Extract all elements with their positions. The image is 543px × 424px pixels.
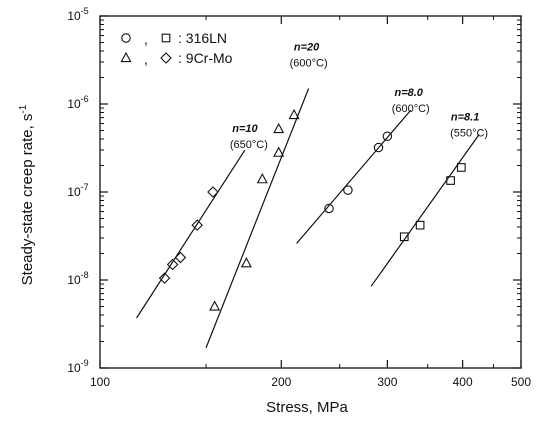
fit-temp-label: (650°C) <box>230 139 268 151</box>
y-tick-label-base: 10 <box>67 361 81 375</box>
x-tick-label: 500 <box>511 375 531 389</box>
y-tick-label: 10-5 <box>67 6 88 23</box>
y-axis-title-main: Steady-state creep rate, s <box>19 114 36 286</box>
data-point-triangle <box>273 122 285 134</box>
data-point-diamond <box>158 272 171 284</box>
fit-line <box>370 134 480 287</box>
data-point-circle <box>382 131 393 142</box>
data-point-square <box>456 163 466 172</box>
fit-line <box>205 88 310 348</box>
fit-temp-label: (550°C) <box>450 128 488 140</box>
data-point-triangle <box>240 257 252 268</box>
y-tick-label: 10-8 <box>67 270 88 287</box>
annotations-group: n=10 (650°C) n=20 (600°C) n=8.0 (600°C) n=8.1 (… <box>230 42 488 152</box>
fit-line <box>296 109 412 244</box>
y-tick-label-base: 10 <box>67 9 81 23</box>
y-tick-label-exp: -9 <box>81 358 89 368</box>
data-point-triangle <box>288 108 300 120</box>
y-tick-label-exp: -7 <box>81 182 89 192</box>
data-point-triangle <box>209 300 221 311</box>
data-point-triangle <box>256 172 268 184</box>
y-axis-title-sup: -1 <box>18 104 29 113</box>
legend-marker-triangle <box>120 51 132 63</box>
legend-comma: , <box>144 51 148 67</box>
y-tick-label-base: 10 <box>67 185 81 199</box>
data-point-diamond <box>174 251 187 264</box>
y-tick-label-exp: -5 <box>81 6 89 16</box>
fit-temp-label: (600°C) <box>392 103 430 115</box>
x-axis-title: Stress, MPa <box>266 399 348 416</box>
data-points-group <box>158 108 466 311</box>
y-tick-label-exp: -6 <box>81 94 89 104</box>
y-tick-label-base: 10 <box>67 273 81 287</box>
y-tick-label: 10-9 <box>67 358 88 375</box>
data-point-diamond <box>207 186 219 198</box>
y-tick-label: 10-6 <box>67 94 88 111</box>
data-point-diamond <box>166 258 179 271</box>
legend-comma: , <box>144 31 148 47</box>
y-tick-label: 10-7 <box>67 182 88 199</box>
data-point-square <box>415 220 425 230</box>
data-point-square <box>399 232 409 242</box>
x-tick-label: 100 <box>90 375 110 389</box>
x-tick-label: 400 <box>453 375 473 389</box>
fit-n-label: n=8.0 <box>394 87 423 99</box>
x-tick-label: 300 <box>377 375 397 389</box>
data-point-square <box>446 176 455 185</box>
fit-temp-label: (600°C) <box>290 58 328 70</box>
legend-label: : 316LN <box>178 30 227 46</box>
legend-label: : 9Cr-Mo <box>178 50 233 66</box>
y-tick-label-base: 10 <box>67 97 81 111</box>
fit-n-label: n=10 <box>232 123 258 135</box>
x-tick-label: 200 <box>271 375 291 389</box>
data-point-circle <box>324 203 334 214</box>
legend-marker-circle <box>121 33 131 43</box>
fit-n-label: n=8.1 <box>451 112 479 124</box>
fit-n-label: n=20 <box>294 42 320 54</box>
fit-line <box>136 149 246 319</box>
y-axis-title: Steady-state creep rate, s-1 <box>18 104 36 285</box>
data-point-triangle <box>273 146 285 157</box>
data-point-circle <box>373 142 384 153</box>
legend-marker-square <box>161 33 171 43</box>
legend: , : 316LN, : 9Cr-Mo <box>120 30 233 67</box>
legend-marker-diamond <box>160 52 172 64</box>
fit-lines-group <box>136 88 480 348</box>
y-tick-label-exp: -8 <box>81 270 89 280</box>
data-point-diamond <box>191 219 203 231</box>
data-point-circle <box>343 185 353 195</box>
